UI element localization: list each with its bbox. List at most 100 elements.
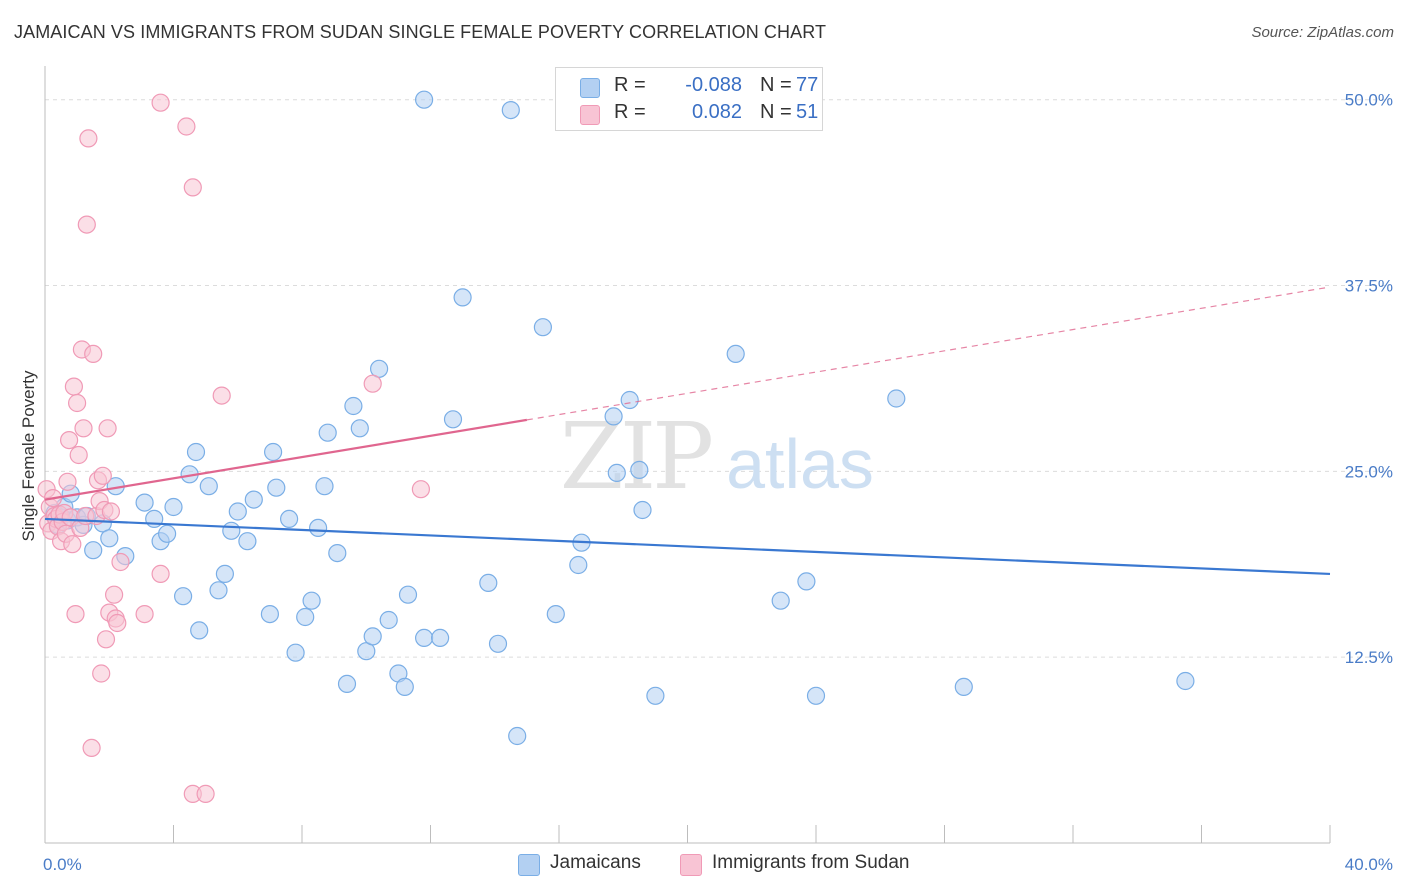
x-tick-labels: 0.0% 40.0% (43, 855, 1393, 874)
legend-r-value: 0.082 (691, 101, 742, 123)
point-jamaicans (887, 389, 906, 408)
point-jamaicans (501, 100, 520, 120)
point-jamaicans (479, 573, 498, 593)
point-jamaicans (508, 726, 527, 746)
point-jamaicans (264, 442, 283, 462)
point-jamaicans (771, 591, 790, 610)
point-jamaicans (533, 318, 553, 337)
point-jamaicans (260, 604, 279, 624)
legend-n-label: N = (760, 101, 792, 123)
legend-n-value: 51 (796, 101, 819, 123)
point-sudan (104, 585, 124, 604)
point-jamaicans (350, 419, 369, 438)
legend-r-value: -0.088 (685, 74, 742, 96)
legend-n-label: N = (760, 74, 792, 96)
point-sudan (82, 738, 101, 758)
point-sudan (196, 784, 215, 804)
x-tick-label: 40.0% (1345, 855, 1393, 874)
point-jamaicans (238, 532, 257, 551)
point-sudan (93, 466, 112, 485)
point-sudan (77, 215, 96, 234)
legend-r-label: R = (614, 74, 646, 96)
point-jamaicans (190, 621, 209, 640)
source-credit: Source: ZipAtlas.com (1251, 24, 1394, 41)
point-jamaicans (228, 502, 247, 521)
point-jamaicans (215, 564, 234, 584)
axes (44, 66, 1331, 844)
point-jamaicans (604, 407, 623, 426)
point-jamaicans (135, 493, 154, 512)
point-jamaicans (797, 572, 816, 591)
trend-lines (44, 286, 1331, 576)
point-sudan (411, 480, 430, 499)
watermark: ZIP atlas (560, 403, 874, 510)
point-sudan (183, 178, 202, 197)
chart-title: JAMAICAN VS IMMIGRANTS FROM SUDAN SINGLE… (14, 22, 827, 42)
point-jamaicans (415, 628, 434, 648)
point-sudan (151, 564, 170, 584)
point-jamaicans (453, 288, 472, 307)
series-swatch-sudan (680, 854, 702, 876)
watermark-zip: ZIP (560, 403, 711, 510)
point-sudan (96, 630, 116, 649)
point-jamaicans (302, 591, 321, 610)
point-sudan (79, 129, 98, 148)
trend-line-sudan-extension (526, 286, 1331, 421)
point-sudan (135, 604, 154, 624)
point-sudan (111, 552, 130, 572)
point-sudan (63, 535, 82, 554)
point-jamaicans (337, 674, 357, 694)
point-jamaicans (646, 686, 665, 705)
point-jamaicans (1176, 671, 1195, 691)
point-sudan (66, 604, 85, 624)
y-tick-label: 25.0% (1345, 462, 1393, 481)
point-sudan (59, 431, 79, 450)
point-sudan (151, 93, 170, 112)
point-jamaicans (296, 607, 315, 627)
point-jamaicans (199, 477, 218, 496)
point-sudan (64, 377, 84, 396)
y-tick-labels: 12.5% 25.0% 37.5% 50.0% (1345, 91, 1393, 667)
point-jamaicans (431, 628, 450, 648)
point-jamaicans (164, 497, 183, 517)
series-legend: Jamaicans Immigrants from Sudan (0, 852, 1406, 878)
point-jamaicans (488, 634, 508, 653)
point-jamaicans (806, 686, 826, 705)
point-jamaicans (222, 521, 241, 540)
point-jamaicans (569, 555, 588, 575)
series-swatch-jamaicans (518, 854, 540, 876)
y-tick-label: 37.5% (1345, 277, 1393, 296)
point-sudan (177, 117, 196, 136)
x-tick-label: 0.0% (43, 855, 82, 874)
point-sudan (101, 502, 121, 521)
data-points (37, 90, 1195, 804)
series-label-sudan: Immigrants from Sudan (712, 852, 910, 873)
point-sudan (363, 374, 382, 393)
point-sudan (69, 445, 88, 465)
grid-lines (45, 99, 1390, 658)
trend-line-sudan (44, 418, 528, 501)
point-jamaicans (630, 460, 649, 479)
point-jamaicans (315, 477, 334, 496)
stats-legend: R = -0.088 N = 77 R = 0.082 N = 51 (555, 67, 823, 131)
point-jamaicans (84, 541, 103, 560)
legend-swatch-jamaicans (580, 78, 600, 98)
point-jamaicans (395, 677, 414, 697)
watermark-atlas: atlas (726, 425, 874, 503)
legend-r-label: R = (614, 101, 646, 123)
point-sudan (74, 419, 93, 438)
point-jamaicans (344, 396, 363, 416)
legend-n-value: 77 (796, 74, 819, 96)
point-jamaicans (309, 518, 328, 538)
trend-line-jamaicans (44, 517, 1331, 576)
point-jamaicans (363, 627, 382, 646)
point-jamaicans (633, 500, 652, 520)
point-jamaicans (607, 463, 626, 482)
point-sudan (67, 393, 87, 413)
point-jamaicans (443, 410, 463, 429)
point-sudan (98, 419, 117, 438)
point-jamaicans (415, 90, 434, 109)
point-jamaicans (280, 509, 299, 529)
point-jamaicans (398, 585, 418, 604)
